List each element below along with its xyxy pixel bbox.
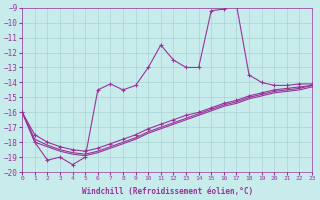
X-axis label: Windchill (Refroidissement éolien,°C): Windchill (Refroidissement éolien,°C) [82, 187, 253, 196]
